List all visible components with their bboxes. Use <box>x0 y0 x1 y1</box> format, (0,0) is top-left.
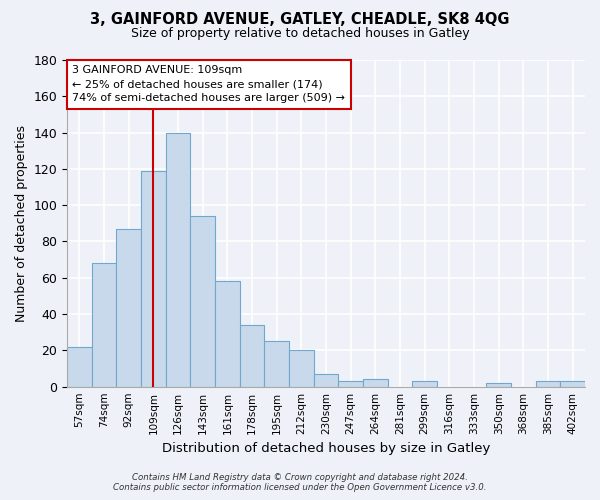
Bar <box>338 381 363 386</box>
Bar <box>67 347 92 387</box>
Bar <box>166 132 190 386</box>
Bar <box>190 216 215 386</box>
Bar <box>412 381 437 386</box>
Bar <box>116 229 141 386</box>
Bar <box>240 325 265 386</box>
Bar <box>215 282 240 387</box>
Bar <box>314 374 338 386</box>
Bar <box>141 170 166 386</box>
Y-axis label: Number of detached properties: Number of detached properties <box>15 125 28 322</box>
Bar <box>560 381 585 386</box>
Text: Contains HM Land Registry data © Crown copyright and database right 2024.
Contai: Contains HM Land Registry data © Crown c… <box>113 473 487 492</box>
Text: 3, GAINFORD AVENUE, GATLEY, CHEADLE, SK8 4QG: 3, GAINFORD AVENUE, GATLEY, CHEADLE, SK8… <box>90 12 510 28</box>
Bar <box>363 380 388 386</box>
Text: 3 GAINFORD AVENUE: 109sqm
← 25% of detached houses are smaller (174)
74% of semi: 3 GAINFORD AVENUE: 109sqm ← 25% of detac… <box>72 66 345 104</box>
Bar <box>289 350 314 386</box>
Bar <box>536 381 560 386</box>
Text: Size of property relative to detached houses in Gatley: Size of property relative to detached ho… <box>131 28 469 40</box>
Bar <box>92 264 116 386</box>
X-axis label: Distribution of detached houses by size in Gatley: Distribution of detached houses by size … <box>162 442 490 455</box>
Bar <box>265 342 289 386</box>
Bar <box>487 383 511 386</box>
